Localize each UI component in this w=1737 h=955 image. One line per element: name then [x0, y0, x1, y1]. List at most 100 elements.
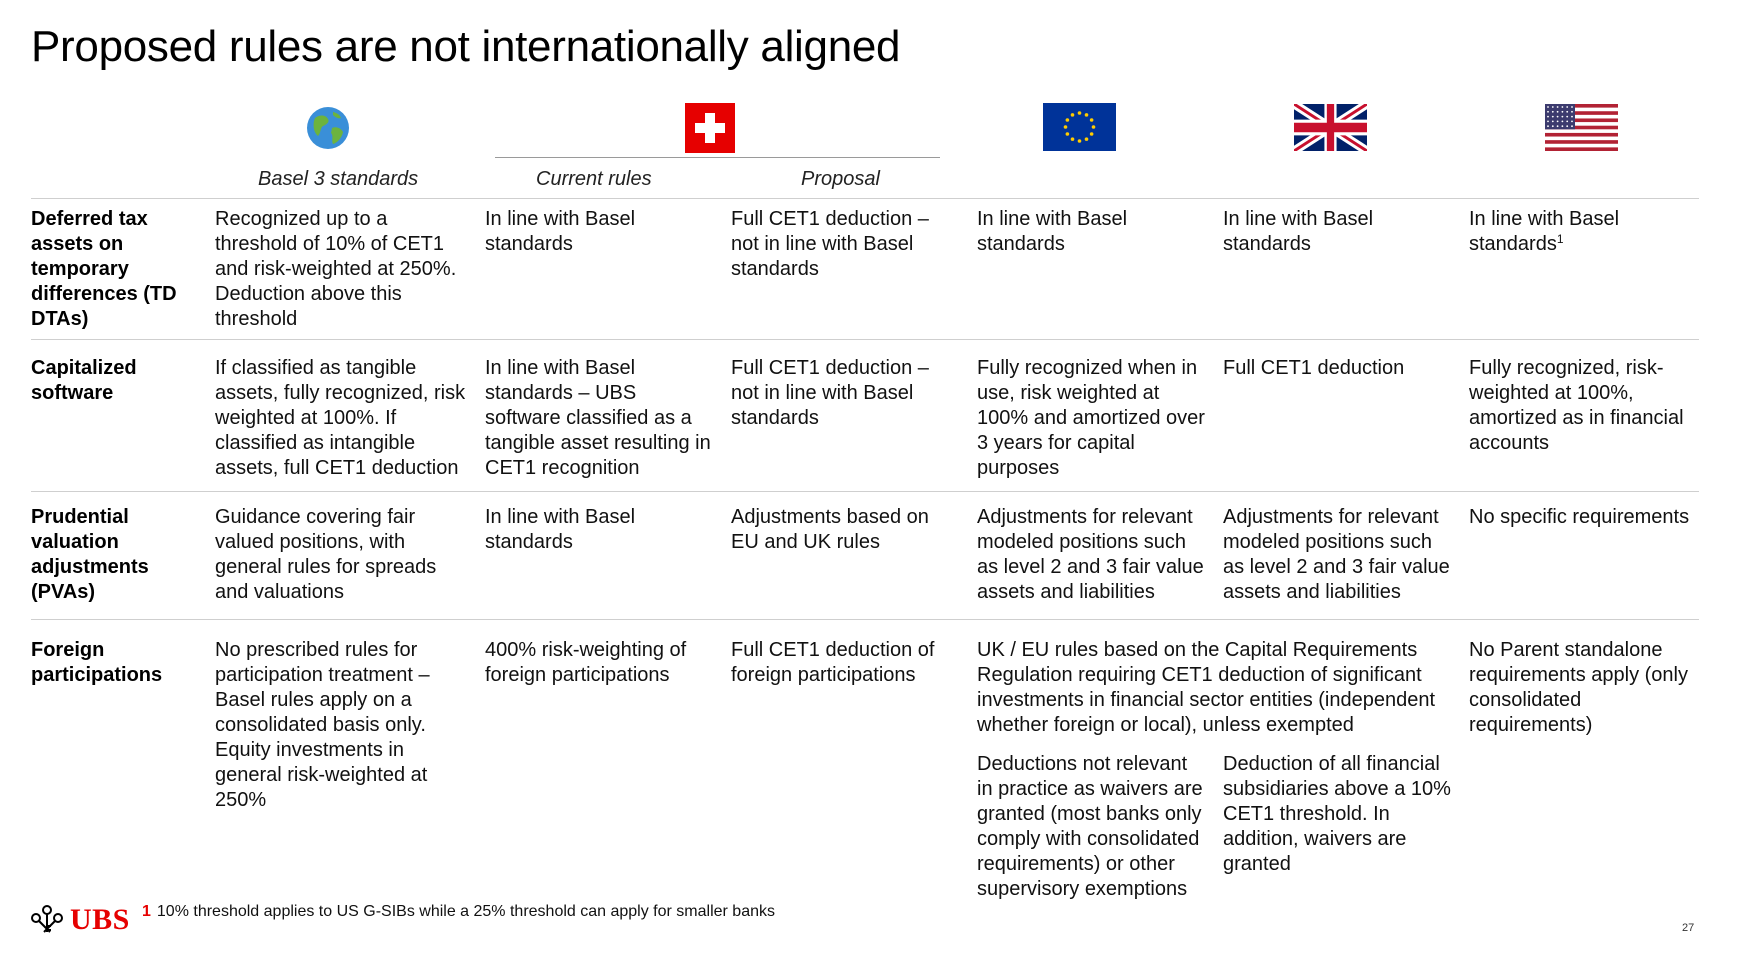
cell-us: Fully recognized, risk-weighted at 100%,…: [1469, 357, 1684, 454]
row-header-td-dtas: Deferred tax assets on temporary differe…: [31, 208, 177, 330]
us-stripe: [1545, 132, 1618, 137]
swiss-flag-icon: [685, 103, 735, 158]
cell-uk: Adjustments for relevant modeled positio…: [1223, 506, 1450, 603]
cell-proposal: Full CET1 deduction – not in line with B…: [731, 357, 929, 429]
row-header-foreign-participations: Foreign participations: [31, 639, 163, 686]
us-star: [1551, 106, 1554, 108]
cell-current: In line with Basel standards: [485, 208, 636, 255]
us-star: [1571, 115, 1573, 118]
footnote-text: 10% threshold applies to US G-SIBs while…: [156, 903, 775, 920]
us-star: [1566, 120, 1569, 123]
cell-us: No specific requirements: [1469, 506, 1690, 528]
us-star: [1561, 120, 1564, 123]
column-header-basel: Basel 3 standards: [258, 168, 419, 190]
us-stripe: [1545, 111, 1618, 115]
us-star: [1551, 120, 1554, 123]
us-star: [1561, 110, 1564, 113]
cell-basel: Recognized up to a threshold of 10% of C…: [215, 208, 457, 330]
cell-uk: In line with Basel standards: [1223, 208, 1374, 255]
us-star: [1561, 125, 1564, 128]
us-star: [1571, 106, 1573, 108]
eu-star: [1070, 137, 1075, 141]
cell-us: No Parent standalone requirements apply …: [1469, 639, 1688, 736]
us-star: [1571, 120, 1573, 123]
us-star: [1561, 106, 1564, 108]
cell-current: 400% risk-weighting of foreign participa…: [485, 639, 687, 686]
us-star: [1547, 106, 1549, 108]
cell-proposal: Full CET1 deduction of foreign participa…: [731, 639, 935, 686]
us-star: [1566, 115, 1569, 118]
eu-star: [1065, 132, 1070, 136]
us-stripe: [1545, 118, 1618, 123]
uk-flag-icon: [1292, 99, 1369, 156]
eu-star: [1089, 118, 1094, 122]
row-header-capitalized-software: Capitalized software: [31, 357, 137, 404]
eu-star: [1077, 111, 1082, 115]
cell-eu: Fully recognized when in use, risk weigh…: [977, 357, 1205, 479]
column-header-proposal: Proposal: [801, 168, 880, 190]
us-flag-icon: [1545, 104, 1618, 156]
eu-star: [1084, 137, 1089, 141]
us-star: [1561, 115, 1564, 118]
eu-star: [1077, 139, 1082, 143]
row-header-pvas: Prudential valuation adjustments (PVAs): [31, 506, 149, 603]
eu-star: [1065, 118, 1070, 122]
us-star: [1547, 120, 1549, 123]
eu-star: [1063, 125, 1068, 129]
us-stripe: [1545, 147, 1618, 151]
us-star: [1566, 125, 1569, 128]
cell-eu-uk-combined: UK / EU rules based on the Capital Requi…: [977, 639, 1436, 736]
us-star: [1551, 110, 1554, 113]
eu-star: [1084, 113, 1089, 117]
swiss-columns-divider: [495, 157, 940, 158]
page-title: Proposed rules are not internationally a…: [31, 22, 901, 71]
cell-eu: Deductions not relevant in practice as w…: [977, 753, 1203, 900]
cell-basel: Guidance covering fair valued positions,…: [215, 506, 437, 603]
cell-basel: If classified as tangible assets, fully …: [215, 357, 466, 479]
cell-us-text: In line with Basel standards: [1469, 208, 1620, 255]
row-divider: [31, 198, 1699, 199]
us-star: [1547, 115, 1549, 118]
eu-star: [1091, 125, 1096, 129]
row-divider: [31, 491, 1699, 492]
keys-icon: [31, 905, 63, 933]
cell-uk: Full CET1 deduction: [1223, 357, 1405, 379]
us-star: [1556, 106, 1559, 108]
us-star: [1551, 115, 1554, 118]
us-star: [1547, 110, 1549, 113]
row-divider: [31, 339, 1699, 340]
eu-flag-icon: [1043, 103, 1116, 156]
cell-proposal: Full CET1 deduction – not in line with B…: [731, 208, 929, 280]
us-star: [1547, 125, 1549, 128]
ubs-logo: UBS: [30, 900, 130, 940]
us-canton: [1545, 104, 1575, 130]
cell-uk: Deduction of all financial subsidiaries …: [1223, 753, 1451, 875]
us-stripe: [1545, 140, 1618, 144]
us-star: [1556, 120, 1559, 123]
us-star: [1566, 106, 1569, 108]
us-star: [1551, 125, 1554, 128]
footnote: 1 10% threshold applies to US G-SIBs whil…: [142, 903, 775, 921]
us-star: [1566, 110, 1569, 113]
cell-current: In line with Basel standards – UBS softw…: [485, 357, 711, 479]
footnote-number: 1: [142, 903, 151, 920]
us-star: [1556, 125, 1559, 128]
cell-us: In line with Basel standards1: [1469, 207, 1694, 257]
cell-eu: In line with Basel standards: [977, 208, 1128, 255]
us-star: [1571, 125, 1573, 128]
cell-eu: Adjustments for relevant modeled positio…: [977, 506, 1204, 603]
eu-star: [1089, 132, 1094, 136]
column-header-current-rules: Current rules: [536, 168, 652, 190]
cell-proposal: Adjustments based on EU and UK rules: [731, 506, 929, 553]
globe-icon: [306, 106, 350, 155]
us-stripe: [1545, 104, 1618, 108]
page-number: 27: [1682, 922, 1695, 934]
us-star: [1556, 110, 1559, 113]
logo-wordmark: UBS: [70, 903, 130, 936]
cell-basel: No prescribed rules for participation tr…: [215, 639, 430, 811]
row-divider: [31, 619, 1699, 620]
eu-star: [1070, 113, 1075, 117]
us-star: [1571, 110, 1573, 113]
footnote-ref: 1: [1556, 232, 1564, 246]
cell-current: In line with Basel standards: [485, 506, 636, 553]
